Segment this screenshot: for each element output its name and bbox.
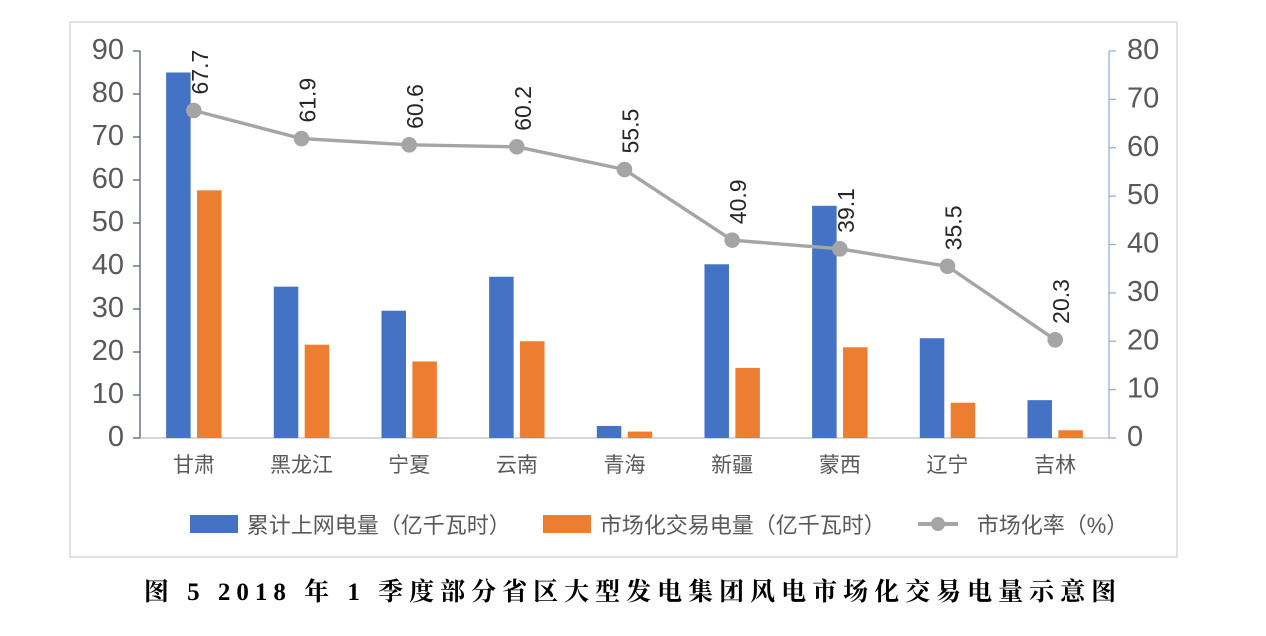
svg-text:67.7: 67.7 bbox=[187, 50, 213, 95]
svg-text:60: 60 bbox=[92, 163, 124, 195]
svg-text:60.6: 60.6 bbox=[402, 84, 428, 129]
svg-text:0: 0 bbox=[108, 421, 124, 453]
svg-text:35.5: 35.5 bbox=[941, 206, 967, 251]
svg-text:55.5: 55.5 bbox=[618, 109, 644, 154]
svg-text:0: 0 bbox=[1127, 421, 1143, 453]
svg-text:50: 50 bbox=[1127, 179, 1159, 211]
svg-text:60: 60 bbox=[1127, 131, 1159, 163]
svg-text:50: 50 bbox=[92, 206, 124, 238]
svg-text:70: 70 bbox=[1127, 82, 1159, 114]
svg-text:39.1: 39.1 bbox=[833, 188, 859, 233]
svg-text:30: 30 bbox=[1127, 276, 1159, 308]
svg-text:70: 70 bbox=[92, 120, 124, 152]
svg-text:20: 20 bbox=[1127, 324, 1159, 356]
svg-text:新疆: 新疆 bbox=[711, 454, 753, 477]
svg-text:40: 40 bbox=[92, 249, 124, 281]
svg-text:60.2: 60.2 bbox=[510, 86, 536, 131]
svg-text:80: 80 bbox=[92, 77, 124, 109]
svg-text:云南: 云南 bbox=[496, 454, 538, 477]
svg-text:30: 30 bbox=[92, 292, 124, 324]
svg-text:80: 80 bbox=[1127, 34, 1159, 66]
svg-text:10: 10 bbox=[1127, 373, 1159, 405]
svg-text:10: 10 bbox=[92, 378, 124, 410]
svg-text:40.9: 40.9 bbox=[725, 179, 751, 224]
svg-text:40: 40 bbox=[1127, 228, 1159, 260]
svg-text:61.9: 61.9 bbox=[295, 78, 321, 123]
svg-text:甘肃: 甘肃 bbox=[173, 454, 215, 477]
svg-text:20: 20 bbox=[92, 335, 124, 367]
svg-text:90: 90 bbox=[92, 34, 124, 66]
svg-text:蒙西: 蒙西 bbox=[819, 454, 861, 477]
svg-text:辽宁: 辽宁 bbox=[927, 454, 969, 477]
svg-text:黑龙江: 黑龙江 bbox=[270, 454, 333, 477]
svg-text:宁夏: 宁夏 bbox=[388, 454, 430, 477]
svg-text:20.3: 20.3 bbox=[1048, 279, 1074, 324]
svg-text:吉林: 吉林 bbox=[1034, 454, 1076, 477]
svg-text:青海: 青海 bbox=[604, 454, 646, 477]
